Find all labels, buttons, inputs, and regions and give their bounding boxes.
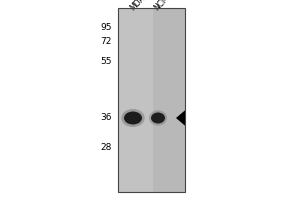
Ellipse shape [151,112,165,123]
Ellipse shape [149,110,167,126]
Text: NCI-H460: NCI-H460 [152,0,184,12]
Text: 55: 55 [100,58,112,66]
FancyBboxPatch shape [118,8,185,192]
Polygon shape [176,110,186,127]
Text: MDA-MB231: MDA-MB231 [128,0,167,12]
Text: 72: 72 [100,38,112,46]
Ellipse shape [124,112,142,124]
Text: 95: 95 [100,23,112,32]
Text: 36: 36 [100,114,112,122]
Ellipse shape [121,109,145,127]
Text: 28: 28 [100,144,112,152]
FancyBboxPatch shape [118,8,153,192]
